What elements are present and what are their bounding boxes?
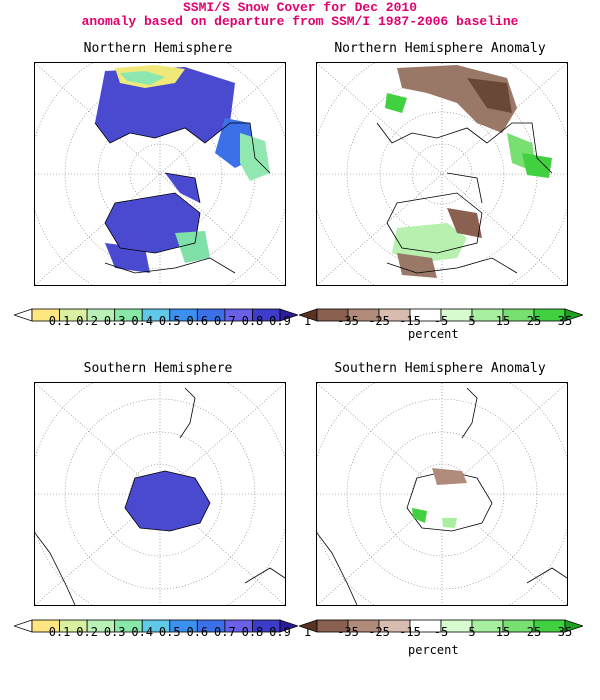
colorbar-tick-label: 0.5: [158, 625, 181, 639]
colorbar-tick-label: 0.7: [214, 625, 236, 639]
panel-title-nh-anomaly: Northern Hemisphere Anomaly: [334, 41, 546, 56]
anomaly-colorbar-bottom: [299, 619, 583, 633]
snow-fraction-colorbar-bottom-labels: 0.1 0.2 0.3 0.4 0.5 0.6 0.7 0.8 0.9 1: [14, 625, 311, 641]
nh-anomaly-map: [316, 62, 568, 286]
colorbar-arrow-right: [279, 308, 298, 322]
colorbar-tick-label: -35: [337, 625, 359, 639]
colorbar-tick-label: 5: [468, 314, 476, 328]
colorbar-arrow-right: [279, 619, 298, 633]
sh-increase-area: [412, 508, 427, 523]
anomaly-colorbar-bottom-labels: -35 -25 -15 -5 5 15 25 35: [299, 625, 583, 641]
colorbar-tick-label: -25: [368, 625, 390, 639]
colorbar-tick-label: 25: [526, 314, 542, 328]
colorbar-tick-label: 35: [557, 314, 573, 328]
colorbar-tick-label: 0.1: [48, 314, 71, 328]
sh-decrease-area: [432, 468, 467, 485]
colorbar-tick-label: 0.2: [76, 314, 98, 328]
colorbar-tick-label: -5: [433, 314, 449, 328]
nh-snow-cover: [95, 65, 270, 273]
nh-snow-map: [34, 62, 286, 286]
colorbar-tick-label: 0.3: [103, 625, 126, 639]
colorbar-tick-label: 5: [468, 625, 476, 639]
colorbar-tick-label: 1: [303, 314, 312, 328]
snow-fraction-colorbar-top-labels: 0.1 0.2 0.3 0.4 0.5 0.6 0.7 0.8 0.9 1: [14, 314, 311, 330]
snow-fraction-colorbar-top: [14, 308, 298, 322]
figure-title-line2: anomaly based on departure from SSM/I 19…: [81, 14, 519, 29]
anomaly-unit-bottom: percent: [408, 643, 459, 657]
anomaly-colorbar-top: [299, 308, 583, 322]
colorbar-tick-label: 0.9: [269, 625, 291, 639]
sh-coastlines: [35, 387, 285, 605]
colorbar-tick-label: 0.6: [186, 314, 209, 328]
sh-anomaly-map: [316, 382, 568, 606]
colorbar-tick-label: 0.4: [131, 625, 154, 639]
colorbar-tick-label: 1: [303, 625, 312, 639]
panel-title-sh: Southern Hemisphere: [83, 361, 233, 376]
colorbar-tick-label: 0.6: [186, 625, 209, 639]
antarctica-snow: [124, 470, 211, 532]
anomaly-colorbar-top-labels: -35 -25 -15 -5 5 15 25 35: [299, 314, 583, 330]
sh-small-increase-area: [442, 518, 457, 528]
panel-title-sh-anomaly: Southern Hemisphere Anomaly: [334, 361, 546, 376]
colorbar-tick-label: 0.8: [241, 314, 264, 328]
colorbar-arrow-right: [564, 619, 583, 633]
colorbar-tick-label: 0.8: [241, 625, 264, 639]
sh-snow-map: [34, 382, 286, 606]
colorbar-tick-label: -15: [399, 314, 421, 328]
colorbar-tick-label: 0.3: [103, 314, 126, 328]
nh-anomaly-coastlines: [376, 122, 553, 274]
snow-fraction-colorbar-bottom: [14, 619, 298, 633]
sh-anomaly-coastlines: [317, 387, 567, 605]
colorbar-tick-label: 0.4: [131, 314, 154, 328]
colorbar-tick-label: 35: [557, 625, 573, 639]
colorbar-tick-label: 0.2: [76, 625, 98, 639]
anomaly-unit-top: percent: [408, 327, 459, 341]
panel-title-nh: Northern Hemisphere: [83, 41, 233, 56]
figure-title-line1: SSMI/S Snow Cover for Dec 2010: [182, 0, 418, 15]
colorbar-arrow-right: [564, 308, 583, 322]
colorbar-tick-label: -35: [337, 314, 359, 328]
colorbar-tick-label: -25: [368, 314, 390, 328]
colorbar-tick-label: 0.1: [48, 625, 71, 639]
colorbar-tick-label: 0.7: [214, 314, 236, 328]
nh-coastlines: [94, 122, 271, 274]
nh-anomaly-fill: [385, 65, 552, 278]
colorbar-tick-label: 15: [495, 314, 511, 328]
colorbar-tick-label: 25: [526, 625, 542, 639]
colorbar-tick-label: 0.9: [269, 314, 291, 328]
colorbar-tick-label: 15: [495, 625, 511, 639]
colorbar-tick-label: -15: [399, 625, 421, 639]
colorbar-tick-label: -5: [433, 625, 449, 639]
colorbar-tick-label: 0.5: [158, 314, 181, 328]
